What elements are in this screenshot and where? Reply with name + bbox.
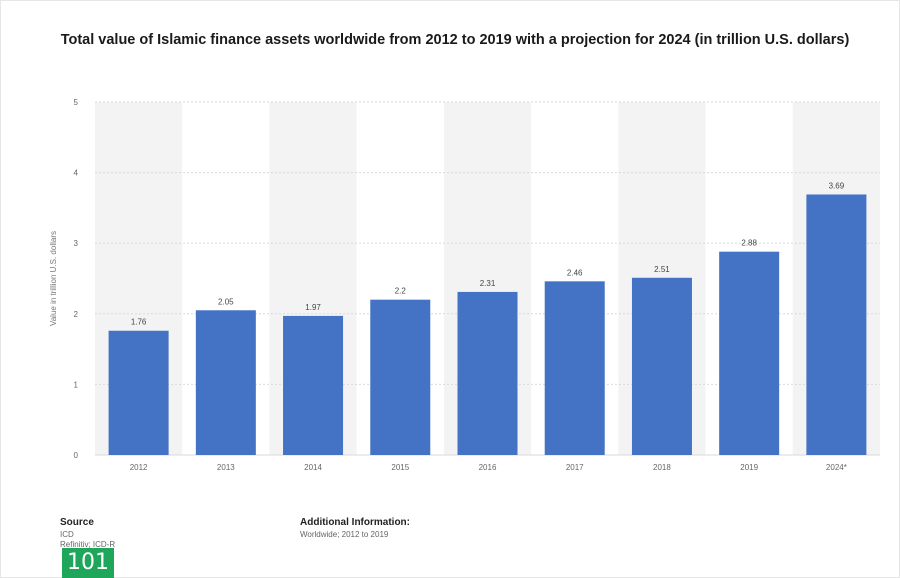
x-axis-ticks: 2012 2013 2014 2015 2016 2017 2018 2019 2024* <box>130 463 847 472</box>
y-tick-0: 0 <box>74 451 79 460</box>
data-label-2018: 2.51 <box>654 265 670 274</box>
source-line-1: ICD <box>60 530 74 539</box>
y-tick-3: 3 <box>74 239 79 248</box>
page-number-badge: 101 <box>62 548 114 578</box>
data-label-2014: 1.97 <box>305 303 321 312</box>
x-tick-2019: 2019 <box>740 463 758 472</box>
x-tick-2012: 2012 <box>130 463 148 472</box>
data-labels: 1.76 2.05 1.97 2.2 2.31 2.46 2.51 2.88 3.69 <box>131 181 845 326</box>
bar-2019 <box>719 251 780 455</box>
additional-info-label[interactable]: Additional Information: <box>300 517 410 528</box>
y-tick-5: 5 <box>74 98 79 107</box>
bars <box>108 194 867 455</box>
bar-2017 <box>544 281 605 455</box>
source-label: Source <box>60 517 94 528</box>
y-axis-label: Value in trillion U.S. dollars <box>49 231 58 326</box>
bar-2014 <box>283 315 344 455</box>
y-tick-1: 1 <box>74 380 79 389</box>
y-tick-2: 2 <box>74 310 79 319</box>
bar-2016 <box>457 291 518 455</box>
x-tick-2013: 2013 <box>217 463 235 472</box>
x-tick-2024*: 2024* <box>826 463 847 472</box>
x-tick-2016: 2016 <box>479 463 497 472</box>
bar-2013 <box>195 310 256 455</box>
x-tick-2014: 2014 <box>304 463 322 472</box>
data-label-2012: 1.76 <box>131 318 147 327</box>
additional-info-text: Worldwide; 2012 to 2019 <box>300 530 389 539</box>
x-tick-2015: 2015 <box>391 463 409 472</box>
data-label-2015: 2.2 <box>395 287 407 296</box>
data-label-2019: 2.88 <box>741 239 757 248</box>
y-tick-4: 4 <box>74 169 79 178</box>
bar-2012 <box>108 330 169 455</box>
bar-2015 <box>370 299 431 455</box>
x-tick-2018: 2018 <box>653 463 671 472</box>
data-label-2013: 2.05 <box>218 297 234 306</box>
data-label-2016: 2.31 <box>480 279 496 288</box>
chart-title: Total value of Islamic finance assets wo… <box>60 32 850 48</box>
data-label-2024*: 3.69 <box>829 181 845 190</box>
bar-2024* <box>806 194 867 455</box>
bar-2018 <box>631 277 692 455</box>
data-label-2017: 2.46 <box>567 268 583 277</box>
x-tick-2017: 2017 <box>566 463 584 472</box>
y-axis-ticks: 0 1 2 3 4 5 <box>74 98 79 460</box>
source-line-2: Refinitiv; ICD-R <box>60 540 116 549</box>
